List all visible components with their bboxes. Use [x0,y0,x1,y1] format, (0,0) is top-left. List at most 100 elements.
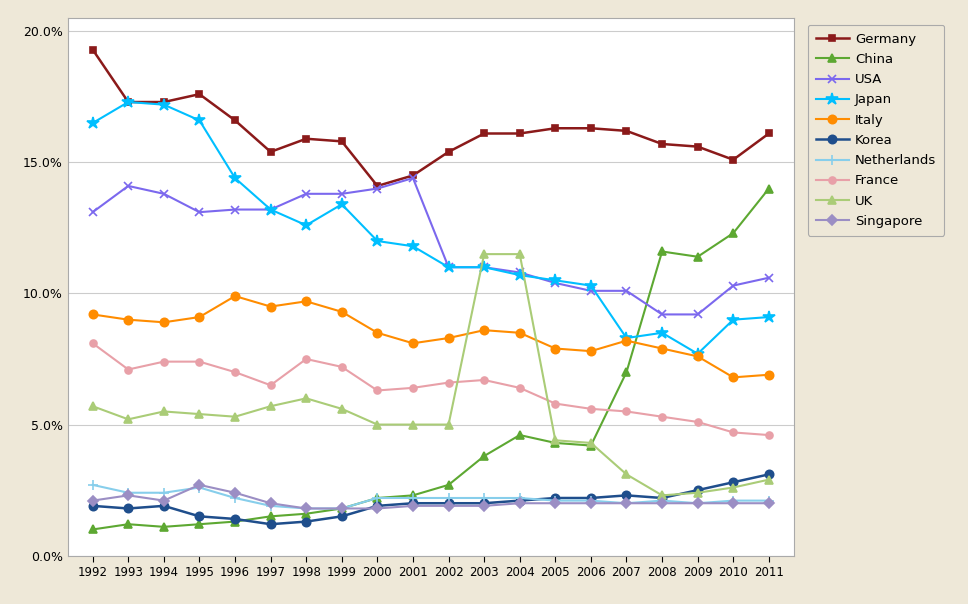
Singapore [514,500,526,507]
Italy [300,298,312,305]
France [300,355,312,362]
USA [656,311,668,318]
Singapore [229,489,241,496]
France [514,384,526,391]
Japan [692,350,704,358]
UK [514,251,526,258]
Netherlands [408,494,419,501]
Italy [763,371,774,378]
Line: Germany: Germany [89,46,772,190]
China [300,510,312,518]
UK [692,489,704,496]
UK [194,411,205,418]
Netherlands [122,489,134,496]
Singapore [194,481,205,489]
Germany [408,172,419,179]
China [585,442,596,449]
Netherlands [229,494,241,501]
Japan [194,117,205,124]
USA [122,182,134,190]
Netherlands [727,497,739,504]
Italy [336,308,348,315]
Korea [158,503,169,510]
USA [727,282,739,289]
China [763,185,774,192]
Italy [727,374,739,381]
Germany [87,46,99,53]
Italy [442,335,454,342]
USA [87,208,99,216]
France [478,376,490,384]
Singapore [265,500,277,507]
Korea [442,500,454,507]
Singapore [336,505,348,512]
USA [478,263,490,271]
Germany [656,140,668,147]
Japan [763,313,774,321]
Korea [229,515,241,522]
USA [194,208,205,216]
China [620,368,632,376]
Netherlands [692,500,704,507]
Korea [194,513,205,520]
UK [727,484,739,491]
Italy [550,345,561,352]
Singapore [158,497,169,504]
Singapore [442,503,454,510]
Germany [442,148,454,155]
Korea [372,503,383,510]
UK [122,416,134,423]
Germany [158,98,169,106]
China [122,521,134,528]
Singapore [550,500,561,507]
Line: Korea: Korea [88,471,773,528]
Japan [656,329,668,336]
USA [158,190,169,198]
Italy [372,329,383,336]
UK [87,403,99,410]
China [336,505,348,512]
China [87,526,99,533]
Japan [408,243,419,250]
France [656,413,668,420]
UK [158,408,169,415]
Italy [194,313,205,321]
China [408,492,419,499]
Netherlands [300,505,312,512]
Legend: Germany, China, USA, Japan, Italy, Korea, Netherlands, France, UK, Singapore: Germany, China, USA, Japan, Italy, Korea… [807,25,944,236]
China [372,494,383,501]
Japan [265,206,277,213]
Netherlands [478,494,490,501]
Japan [514,271,526,278]
USA [514,269,526,276]
Germany [514,130,526,137]
Line: France: France [89,340,772,439]
France [265,382,277,389]
Germany [692,143,704,150]
China [265,513,277,520]
Germany [265,148,277,155]
China [229,518,241,525]
Japan [585,282,596,289]
Korea [550,494,561,501]
Netherlands [514,494,526,501]
China [158,523,169,530]
USA [408,175,419,182]
Japan [336,201,348,208]
Italy [158,319,169,326]
Singapore [692,500,704,507]
Japan [229,175,241,182]
Italy [408,339,419,347]
UK [763,476,774,483]
France [585,405,596,413]
Line: Italy: Italy [88,292,773,382]
Italy [514,329,526,336]
Singapore [727,500,739,507]
Line: USA: USA [88,174,773,318]
Japan [372,237,383,245]
Netherlands [87,481,99,489]
Korea [727,478,739,486]
France [158,358,169,365]
Italy [656,345,668,352]
Japan [300,222,312,229]
